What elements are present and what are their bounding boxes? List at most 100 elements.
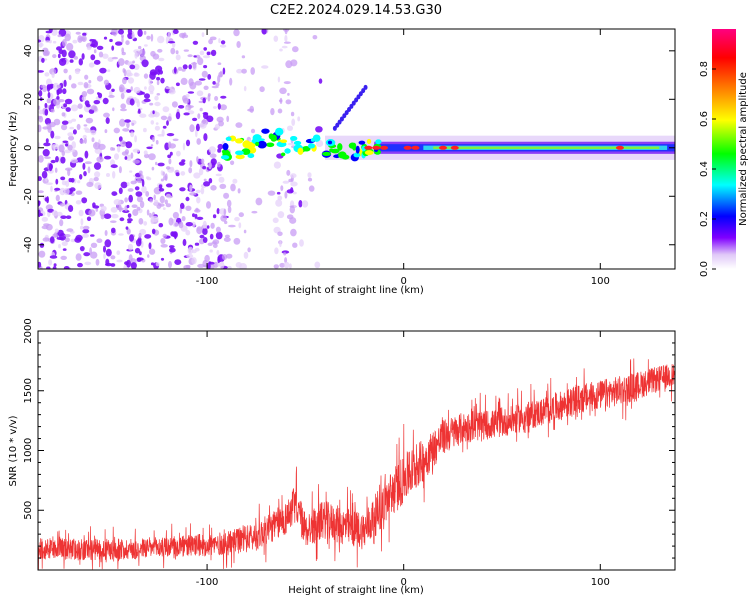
- heatmap-cell: [135, 191, 143, 197]
- y-tick-label: 20: [23, 93, 34, 106]
- heatmap-cell: [48, 29, 53, 34]
- heatmap-cell: [191, 257, 197, 265]
- heatmap-cell: [42, 149, 50, 157]
- heatmap-cell: [154, 101, 161, 107]
- heatmap-cell: [84, 261, 92, 266]
- heatmap-cell: [141, 59, 149, 68]
- heatmap-cell: [217, 262, 221, 267]
- heatmap-cell: [290, 181, 298, 187]
- x-tick-label: -100: [196, 577, 219, 588]
- heatmap-cell: [100, 214, 105, 220]
- heatmap-cell: [38, 261, 42, 268]
- heatmap-cell: [112, 147, 116, 151]
- snr-series-line: [38, 358, 675, 570]
- heatmap-cell: [63, 187, 70, 196]
- heatmap-cell: [58, 144, 65, 153]
- heatmap-cell: [111, 45, 115, 51]
- heatmap-cell: [280, 185, 284, 192]
- heatmap-cell: [152, 136, 155, 142]
- heatmap-cell: [60, 255, 67, 260]
- heatmap-cell: [242, 140, 251, 149]
- heatmap-peak: [615, 145, 624, 150]
- heatmap-cell: [86, 88, 95, 95]
- heatmap-cell: [203, 65, 208, 69]
- heatmap-cell: [287, 125, 293, 131]
- heatmap-cell: [210, 49, 217, 57]
- spectrogram-marks: [38, 29, 675, 269]
- heatmap-cell: [52, 40, 57, 44]
- x-tick-label: 100: [591, 577, 610, 588]
- heatmap-cell: [155, 161, 158, 166]
- heatmap-cell: [116, 259, 123, 263]
- heatmap-cell: [81, 53, 85, 60]
- heatmap-cell: [150, 33, 154, 42]
- heatmap-cell: [218, 176, 225, 183]
- heatmap-cell: [50, 130, 55, 139]
- heatmap-cell: [266, 142, 275, 148]
- heatmap-cell: [116, 250, 121, 255]
- heatmap-cell: [189, 184, 193, 192]
- heatmap-cell: [286, 214, 294, 220]
- heatmap-cell: [182, 97, 190, 104]
- heatmap-cell: [120, 140, 126, 148]
- snr-panel: -100 0 100 500 1000 1500 2000 Height of straig…: [8, 318, 676, 596]
- heatmap-cell: [196, 226, 203, 235]
- heatmap-cell: [165, 193, 171, 199]
- heatmap-cell: [188, 64, 192, 70]
- heatmap-cell: [131, 204, 138, 208]
- heatmap-cell: [38, 90, 43, 97]
- heatmap-cell: [185, 196, 190, 202]
- heatmap-cell: [207, 74, 212, 80]
- heatmap-cell: [81, 197, 88, 204]
- heatmap-cell: [115, 41, 123, 46]
- heatmap-cell: [74, 237, 82, 243]
- heatmap-cell: [170, 231, 175, 237]
- heatmap-cell: [82, 229, 90, 234]
- heatmap-cell: [44, 108, 49, 116]
- heatmap-cell: [77, 35, 83, 43]
- heatmap-cell: [275, 199, 283, 207]
- heatmap-cell: [82, 32, 87, 37]
- heatmap-cell: [70, 158, 79, 164]
- heatmap-cell: [52, 54, 57, 59]
- heatmap-cell: [50, 159, 56, 164]
- heatmap-cell: [274, 247, 279, 255]
- colorbar-gradient: [712, 29, 736, 269]
- heatmap-cell: [297, 116, 301, 122]
- heatmap-cell: [126, 204, 130, 209]
- heatmap-cell: [111, 56, 118, 60]
- heatmap-cell: [38, 109, 44, 115]
- heatmap-cell: [61, 112, 66, 117]
- heatmap-cell: [202, 55, 211, 59]
- heatmap-cell: [57, 229, 64, 237]
- heatmap-cell: [327, 140, 333, 145]
- heatmap-cell: [297, 147, 304, 155]
- heatmap-cell: [290, 111, 295, 117]
- heatmap-cell: [250, 67, 255, 75]
- heatmap-cell: [202, 220, 207, 229]
- heatmap-cell: [279, 240, 282, 248]
- heatmap-cell: [292, 191, 297, 195]
- heatmap-cell: [40, 84, 47, 89]
- heatmap-cell: [139, 200, 145, 209]
- heatmap-cell: [45, 40, 51, 43]
- heatmap-cell: [134, 186, 140, 191]
- heatmap-cell: [118, 166, 122, 174]
- heatmap-cell: [129, 170, 133, 173]
- heatmap-cell: [207, 242, 213, 246]
- heatmap-cell: [208, 178, 213, 184]
- heatmap-cell: [119, 217, 125, 222]
- heatmap-cell: [208, 146, 216, 154]
- heatmap-cell: [195, 189, 201, 194]
- heatmap-cell: [56, 211, 63, 217]
- heatmap-cell: [189, 160, 193, 168]
- heatmap-cell: [118, 84, 125, 93]
- heatmap-cell: [83, 124, 88, 127]
- heatmap-cell: [139, 113, 147, 118]
- heatmap-cell: [130, 131, 135, 138]
- heatmap-cell: [81, 96, 86, 101]
- heatmap-cell: [84, 161, 92, 165]
- heatmap-cell: [212, 243, 218, 249]
- heatmap-cell: [65, 180, 70, 187]
- heatmap-cell: [247, 247, 251, 253]
